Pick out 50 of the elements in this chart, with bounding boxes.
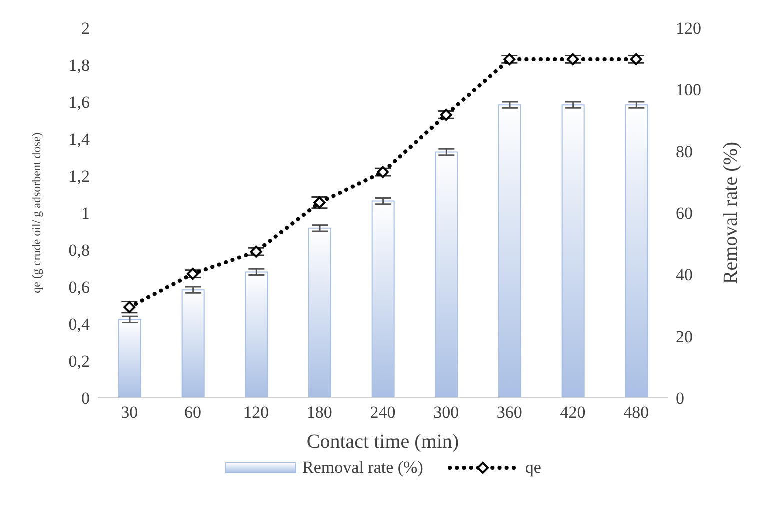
point (377, 166, 389, 178)
y2-tick-label: 20 (676, 327, 693, 346)
y-tick-label: 2 (82, 19, 90, 38)
x-tick-label: 120 (244, 403, 270, 422)
point (124, 301, 136, 314)
legend-label: Removal rate (%) (302, 458, 424, 478)
bar (562, 104, 585, 398)
y-tick-label: 0,2 (68, 352, 90, 372)
point (314, 196, 326, 209)
y-tick-label: 0 (82, 389, 90, 408)
x-tick-label: 240 (370, 403, 396, 422)
y-tick-label: 1,2 (68, 167, 90, 186)
x-tick-label: 300 (434, 403, 460, 422)
x-tick-label: 60 (184, 403, 202, 422)
bar (498, 104, 522, 398)
bar (435, 152, 458, 398)
y2-tick-label: 40 (676, 266, 693, 285)
x-tick-label: 30 (121, 403, 138, 422)
y2-tick-label: 60 (676, 204, 693, 224)
bar (182, 290, 205, 398)
point (567, 53, 579, 66)
y-tick-label: 0,8 (68, 241, 90, 260)
y2-axis-title: Removal rate (%) (720, 142, 742, 284)
point (630, 53, 642, 66)
bar (372, 200, 395, 398)
x-axis-title: Contact time (min) (306, 431, 460, 453)
y2-tick-label: 100 (676, 80, 702, 100)
point (504, 53, 516, 66)
bar (308, 228, 332, 398)
bar (118, 319, 142, 398)
y2-tick-label: 80 (676, 142, 693, 162)
bar (625, 104, 648, 398)
x-tick-label: 180 (306, 403, 332, 422)
x-tick-label: 420 (560, 403, 586, 422)
y2-tick-label: 0 (676, 389, 684, 408)
point (250, 246, 262, 258)
y-tick-label: 0,6 (68, 278, 90, 298)
y-tick-label: 1,4 (68, 130, 90, 150)
y-axis-title: qe (g crude oil/ g adsorbent dose) (29, 132, 44, 294)
y-tick-label: 1,6 (68, 93, 90, 112)
x-tick-label: 360 (496, 403, 522, 422)
legend-label: qe (525, 458, 542, 478)
point (187, 268, 199, 280)
bar (245, 272, 268, 398)
y2-tick-label: 120 (676, 19, 702, 38)
y-tick-label: 0,4 (68, 315, 90, 334)
y-tick-label: 1 (82, 204, 90, 224)
x-tick-label: 480 (624, 403, 650, 422)
point (440, 108, 452, 121)
y-tick-label: 1,8 (68, 56, 90, 76)
